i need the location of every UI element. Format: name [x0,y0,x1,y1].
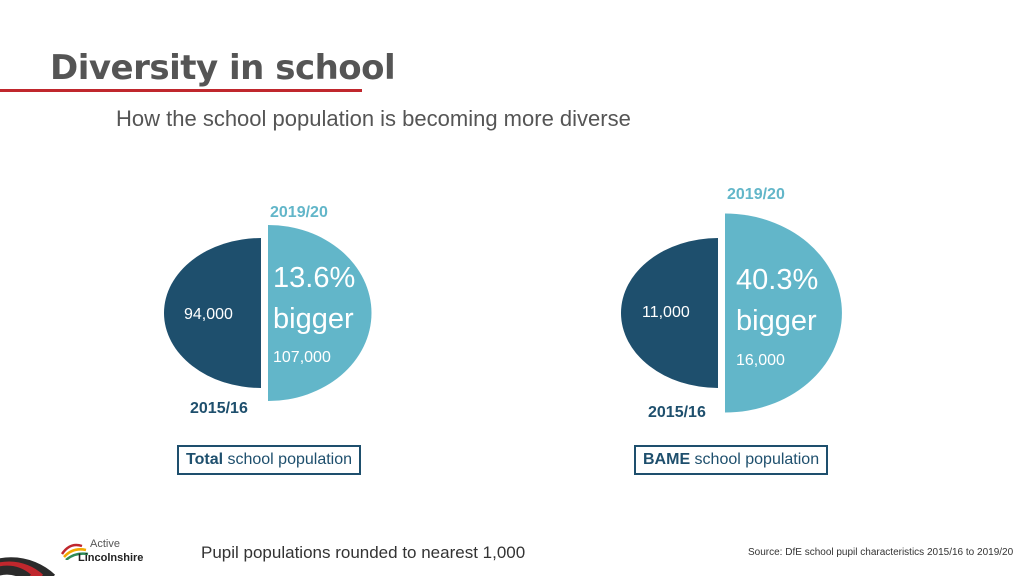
chart-bame-population: 2019/20 2015/16 11,000 40.3% bigger 16,0… [621,186,842,421]
caption-total-rest: school population [223,451,353,468]
page-title: Diversity in school [50,48,396,88]
logo-text-lincolnshire: Lincolnshire [78,552,144,564]
chart-total-population: 2019/20 2015/16 94,000 13.6% bigger 107,… [164,204,372,417]
source-note: Source: DfE school pupil characteristics… [748,547,1014,558]
slice-2015-16-bame [621,238,718,388]
caption-total-bold: Total [186,451,224,468]
decorative-arcs [0,557,56,576]
caption-bame-bold: BAME [643,451,691,468]
label-year-new-total: 2019/20 [270,204,328,221]
caption-bame-population: BAME school population [634,445,829,475]
caption-total-population: Total school population [177,445,362,475]
caption-bame-rest: school population [690,451,820,468]
label-year-old-total: 2015/16 [190,400,248,417]
growth-percent-bame: 40.3% [736,264,818,296]
value-2015-16-total: 94,000 [184,306,233,323]
growth-percent-total: 13.6% [273,262,355,294]
label-year-old-bame: 2015/16 [648,404,706,421]
growth-word-total: bigger [273,303,354,335]
active-lincolnshire-logo: Active Lincolnshire [58,536,148,572]
slice-2015-16-total [164,238,261,388]
value-2019-20-bame: 16,000 [736,352,785,369]
growth-word-bame: bigger [736,305,817,337]
value-2019-20-total: 107,000 [273,349,331,366]
page-subtitle: How the school population is becoming mo… [116,106,631,131]
value-2015-16-bame: 11,000 [642,304,690,321]
logo-swoosh-icon [60,543,89,560]
slice-2019-20-bame [725,213,842,413]
logo-text-active: Active [90,538,120,550]
label-year-new-bame: 2019/20 [727,186,785,203]
title-underline [0,89,362,92]
slice-2019-20-total [268,224,372,402]
rounding-note: Pupil populations rounded to nearest 1,0… [201,543,526,562]
